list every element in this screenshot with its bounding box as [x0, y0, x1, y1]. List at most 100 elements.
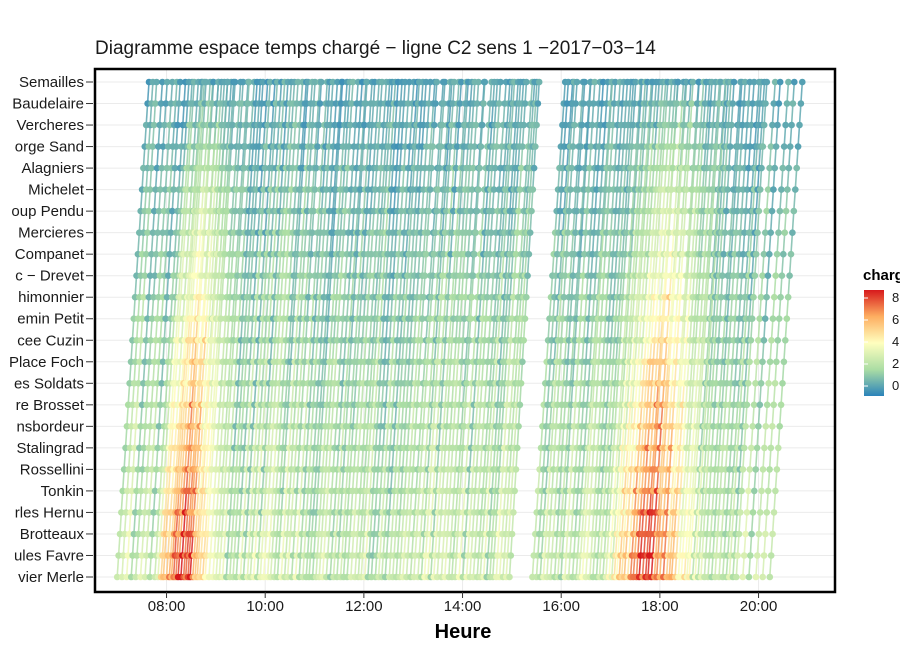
trip-segment — [322, 168, 326, 190]
trip-segment — [192, 512, 195, 535]
trip-segment — [321, 555, 325, 578]
trip-segment — [367, 168, 371, 190]
trip-segment — [265, 361, 268, 384]
trip-segment — [253, 383, 257, 405]
trip-segment — [123, 447, 127, 470]
trip-segment — [326, 383, 329, 405]
trip-segment — [261, 254, 265, 276]
trip-segment — [218, 254, 222, 276]
trip-segment — [231, 297, 235, 319]
trip-segment — [331, 340, 335, 362]
trip-segment — [302, 555, 305, 578]
trip-segment — [228, 512, 232, 535]
trip-segment — [211, 81, 215, 104]
trip-segment — [369, 254, 372, 276]
trip-segment — [235, 168, 239, 190]
trip-segment — [240, 189, 244, 212]
trip-segment — [272, 189, 276, 212]
trip-segment — [168, 555, 172, 578]
trip-segment — [256, 275, 260, 298]
trip-segment — [343, 103, 347, 126]
trip-segment — [171, 512, 175, 535]
trip-segment — [372, 146, 376, 169]
trip-segment — [152, 275, 156, 298]
trip-segment — [294, 555, 298, 578]
trip-segment — [341, 426, 345, 448]
trip-segment — [246, 555, 250, 578]
trip-segment — [320, 404, 324, 427]
trip-segment — [249, 124, 253, 147]
trip-segment — [133, 512, 137, 535]
trip-segment — [169, 447, 173, 470]
trip-segment — [161, 490, 165, 513]
trip-segment — [283, 168, 287, 190]
trip-segment — [180, 275, 183, 298]
trip-segment — [322, 490, 326, 513]
trip-segment — [222, 189, 226, 212]
trip-segment — [227, 168, 231, 190]
trip-segment — [186, 232, 190, 255]
trip-segment — [218, 512, 221, 535]
trip-segment — [289, 81, 293, 104]
trip-segment — [385, 211, 389, 233]
trip-segment — [298, 555, 302, 578]
trip-segment — [157, 275, 161, 298]
trip-segment — [197, 189, 201, 212]
trip-segment — [339, 103, 342, 126]
trip-segment — [142, 361, 146, 384]
trip-segment — [131, 318, 135, 341]
trip-segment — [201, 404, 205, 427]
trip-segment — [194, 340, 197, 362]
trip-segment — [353, 340, 357, 362]
trip-segment — [119, 512, 123, 535]
trip-segment — [269, 555, 273, 578]
trip-segment — [152, 211, 156, 233]
trip-segment — [329, 426, 333, 448]
trip-segment — [361, 490, 365, 513]
trip-segment — [293, 404, 296, 427]
trip-segment — [204, 404, 208, 427]
trip-segment — [380, 232, 384, 255]
trip-segment — [169, 168, 173, 190]
trip-segment — [254, 146, 258, 169]
trip-segment — [223, 426, 227, 448]
trip-segment — [208, 361, 212, 384]
trip-segment — [212, 297, 216, 319]
trip-segment — [319, 533, 323, 556]
trip-segment — [205, 254, 209, 276]
trip-segment — [350, 555, 353, 578]
trip-segment — [287, 490, 291, 513]
trip-segment — [302, 361, 306, 384]
trip-segment — [335, 232, 339, 255]
trip-segment — [374, 124, 378, 147]
trip-segment — [373, 340, 377, 362]
trip-segment — [191, 146, 195, 169]
trip-segment — [194, 168, 198, 190]
trip-segment — [219, 383, 223, 405]
trip-segment — [266, 555, 270, 578]
trip-segment — [325, 81, 328, 104]
trip-segment — [141, 297, 145, 319]
trip-segment — [316, 254, 320, 276]
trip-segment — [225, 340, 229, 362]
trip-segment — [214, 254, 217, 276]
trip-segment — [219, 81, 223, 104]
trip-segment — [156, 361, 160, 384]
trip-segment — [156, 512, 160, 535]
trip-segment — [313, 361, 317, 384]
trip-segment — [309, 490, 313, 513]
trip-segment — [261, 469, 265, 491]
trip-segment — [294, 490, 298, 513]
trip-segment — [287, 383, 291, 405]
trip-segment — [284, 211, 288, 233]
trip-segment — [243, 211, 247, 233]
trip-segment — [260, 383, 264, 405]
trip-segment — [233, 81, 236, 104]
trip-segment — [342, 447, 346, 470]
trip-segment — [234, 189, 238, 212]
trip-segment — [266, 340, 270, 362]
trip-segment — [212, 340, 216, 362]
trip-segment — [373, 297, 377, 319]
trip-segment — [156, 211, 160, 233]
trip-segment — [280, 275, 284, 298]
